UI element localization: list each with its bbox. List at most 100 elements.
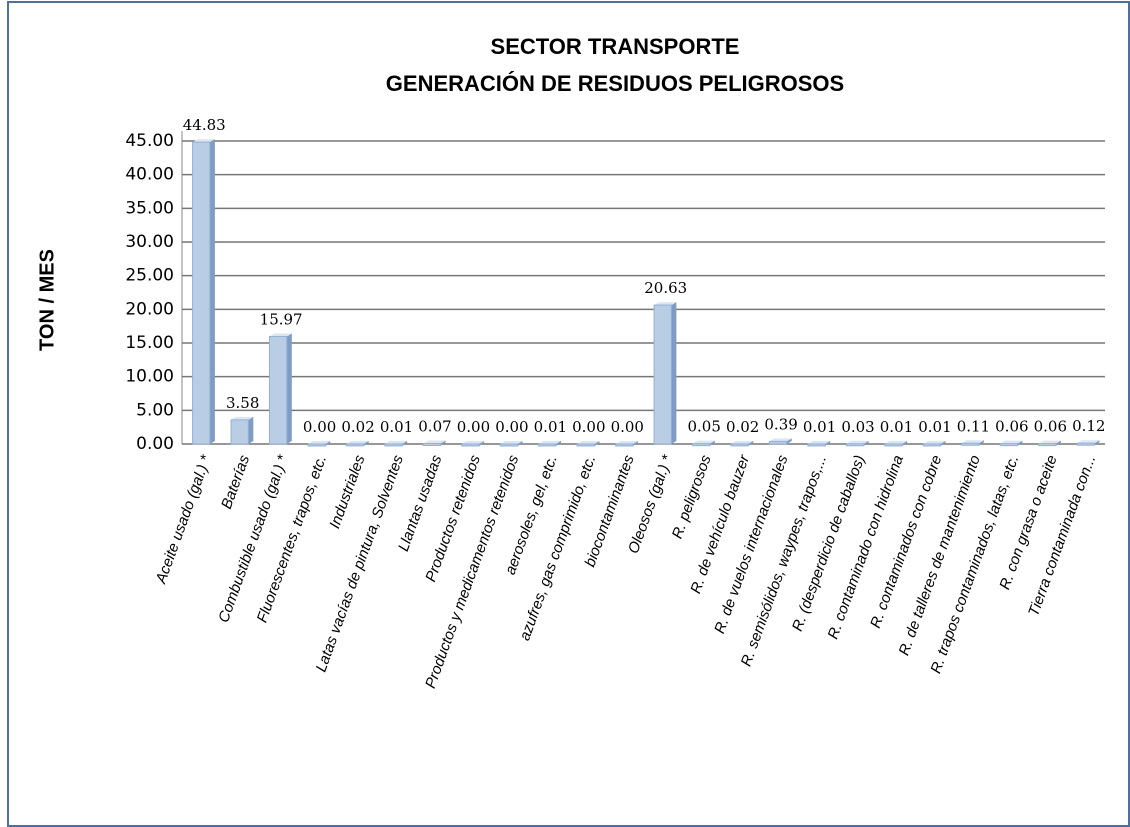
bar-top xyxy=(423,440,446,444)
value-label: 3.58 xyxy=(226,394,259,412)
y-tick-label: 35.00 xyxy=(125,198,174,218)
bar-side xyxy=(517,441,523,446)
bar xyxy=(422,443,442,447)
bar-side xyxy=(556,440,562,446)
bar-top xyxy=(846,440,869,444)
value-label: 0.01 xyxy=(380,418,413,436)
bar xyxy=(653,304,672,445)
value-label: 0.01 xyxy=(880,418,913,436)
value-label: 0.01 xyxy=(918,418,951,436)
x-tick-label: R. contaminados con cobre xyxy=(867,453,945,630)
value-label: 0.02 xyxy=(726,418,759,436)
bar-side xyxy=(1055,440,1061,446)
value-label: 44.83 xyxy=(183,116,226,134)
value-label: 20.63 xyxy=(644,279,687,297)
bar-top xyxy=(1038,440,1061,444)
bar xyxy=(922,443,942,447)
bar-side xyxy=(671,302,677,444)
bar-side xyxy=(402,440,408,446)
x-tick-label: Latas vacías de pintura, Solventes xyxy=(313,452,408,674)
value-label: 0.02 xyxy=(341,418,374,436)
value-label: 0.00 xyxy=(611,418,644,436)
bar xyxy=(384,443,403,447)
value-label: 0.01 xyxy=(803,418,836,436)
bar xyxy=(692,443,711,447)
bar-side xyxy=(863,440,869,446)
value-label: 0.06 xyxy=(995,418,1028,436)
x-tick-label: R. peligrosos xyxy=(669,452,715,541)
bar xyxy=(845,443,865,447)
value-label: 0.07 xyxy=(418,418,451,436)
bar-side xyxy=(1094,440,1100,446)
bar-side xyxy=(248,416,254,444)
chart-title: SECTOR TRANSPORTE xyxy=(491,34,740,59)
x-tick-label: Fluorescentes, trapos, etc. xyxy=(254,453,330,625)
bar-side xyxy=(748,440,754,446)
x-tick-label: Combustible usado (gal.) * xyxy=(215,452,292,625)
y-tick-label: 20.00 xyxy=(125,299,174,319)
x-tick-label: R. de vuelos internacionales xyxy=(711,452,792,635)
y-axis-title: TON / MES xyxy=(36,249,58,351)
bar xyxy=(999,443,1019,447)
bar xyxy=(268,335,288,445)
bar-top xyxy=(346,440,369,444)
bar-side xyxy=(286,333,292,444)
bar-top xyxy=(654,302,677,306)
y-tick-label: 5.00 xyxy=(136,400,174,420)
bar-top xyxy=(307,441,331,444)
chart-subtitle: GENERACIÓN DE RESIDUOS PELIGROSOS xyxy=(386,71,844,96)
value-label: 0.06 xyxy=(1034,418,1067,436)
bar-top xyxy=(1077,440,1100,444)
bar xyxy=(884,443,903,447)
y-tick-label: 45.00 xyxy=(125,131,174,151)
bar-side xyxy=(902,440,908,446)
y-tick-label: 25.00 xyxy=(125,266,174,286)
value-label: 0.05 xyxy=(687,418,720,436)
bar-top xyxy=(269,333,292,337)
bar xyxy=(499,443,519,447)
bar-top xyxy=(923,440,946,444)
bar-side xyxy=(940,440,946,446)
bar-side xyxy=(632,441,638,446)
bar-top xyxy=(769,438,792,442)
x-tick-label: Industriales xyxy=(326,452,368,530)
bar-top xyxy=(500,441,523,444)
bar-top xyxy=(192,139,215,143)
bar-top xyxy=(730,440,754,444)
bar xyxy=(1038,443,1057,447)
bar-top xyxy=(384,440,408,444)
bar-side xyxy=(209,139,215,445)
bar-side xyxy=(325,441,331,446)
x-tick-label: Baterías xyxy=(218,452,253,511)
value-label: 0.03 xyxy=(841,418,874,436)
bar-top xyxy=(461,441,485,444)
bar xyxy=(461,443,480,447)
value-label: 15.97 xyxy=(260,310,303,328)
bar-side xyxy=(709,440,715,446)
bar-side xyxy=(594,441,600,446)
x-tick-label: Aceite usado (gal.) * xyxy=(152,452,215,587)
value-label: 0.00 xyxy=(457,418,490,436)
bar-top xyxy=(692,440,715,444)
bar xyxy=(307,443,326,447)
bar-side xyxy=(979,440,985,446)
bar-top xyxy=(538,440,562,444)
bar-side xyxy=(786,438,792,444)
bar-top xyxy=(1000,440,1023,444)
bar-top xyxy=(615,441,638,444)
y-tick-label: 10.00 xyxy=(125,367,174,387)
bar xyxy=(1076,442,1095,446)
bar xyxy=(768,440,788,445)
bar xyxy=(961,442,980,446)
bar-side xyxy=(363,440,369,446)
value-label: 0.00 xyxy=(303,418,336,436)
value-label: 0.00 xyxy=(572,418,605,436)
bar xyxy=(576,443,595,447)
bar-top xyxy=(807,440,831,444)
value-label: 0.00 xyxy=(495,418,528,436)
x-tick-label: R. (desperdicio de caballos) xyxy=(789,453,869,634)
frame xyxy=(7,1,1130,827)
value-label: 0.01 xyxy=(534,418,567,436)
y-tick-label: 15.00 xyxy=(125,333,174,353)
